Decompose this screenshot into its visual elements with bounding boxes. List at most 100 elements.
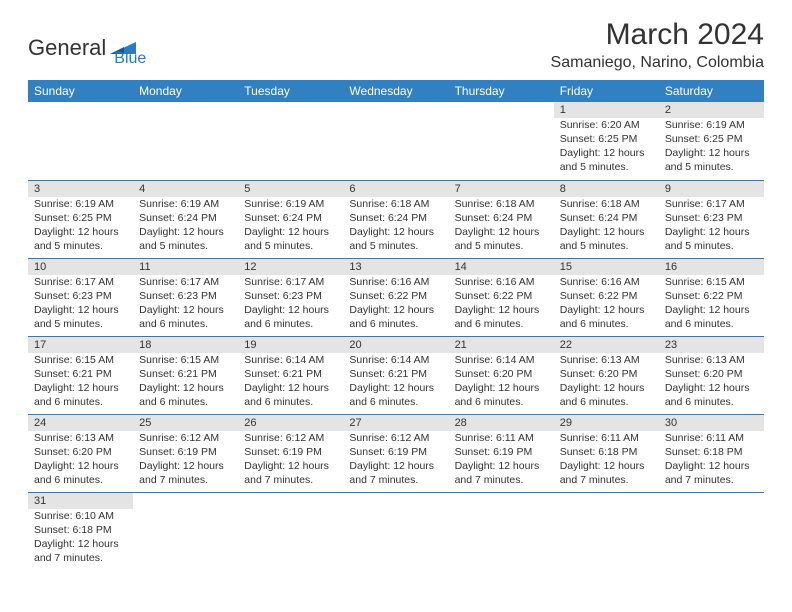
daylight2-text: and 5 minutes.: [238, 239, 343, 253]
daylight1-text: Daylight: 12 hours: [133, 381, 238, 395]
sunset-text: Sunset: 6:19 PM: [238, 445, 343, 459]
day-number: 15: [554, 259, 659, 275]
day-number: 7: [449, 181, 554, 197]
cell-inner: 13Sunrise: 6:16 AMSunset: 6:22 PMDayligh…: [343, 259, 448, 336]
calendar-body: 1Sunrise: 6:20 AMSunset: 6:25 PMDaylight…: [28, 102, 764, 570]
calendar-cell: 21Sunrise: 6:14 AMSunset: 6:20 PMDayligh…: [449, 336, 554, 414]
day-number: [449, 493, 554, 509]
sunset-text: Sunset: 6:19 PM: [343, 445, 448, 459]
sunrise-text: Sunrise: 6:13 AM: [659, 353, 764, 367]
daylight2-text: and 7 minutes.: [28, 551, 133, 565]
sunrise-text: Sunrise: 6:16 AM: [449, 275, 554, 289]
calendar-cell: 28Sunrise: 6:11 AMSunset: 6:19 PMDayligh…: [449, 414, 554, 492]
daylight2-text: and 6 minutes.: [28, 473, 133, 487]
daylight1-text: Daylight: 12 hours: [659, 225, 764, 239]
daylight2-text: and 5 minutes.: [659, 239, 764, 253]
daylight1-text: Daylight: 12 hours: [449, 225, 554, 239]
cell-inner: 28Sunrise: 6:11 AMSunset: 6:19 PMDayligh…: [449, 415, 554, 492]
sunset-text: Sunset: 6:24 PM: [343, 211, 448, 225]
calendar-cell: 30Sunrise: 6:11 AMSunset: 6:18 PMDayligh…: [659, 414, 764, 492]
calendar-week-row: 1Sunrise: 6:20 AMSunset: 6:25 PMDaylight…: [28, 102, 764, 180]
daylight1-text: Daylight: 12 hours: [133, 225, 238, 239]
cell-inner: [343, 493, 448, 571]
daylight2-text: and 6 minutes.: [449, 395, 554, 409]
sunrise-text: Sunrise: 6:17 AM: [28, 275, 133, 289]
daylight2-text: and 6 minutes.: [554, 395, 659, 409]
daylight2-text: and 7 minutes.: [133, 473, 238, 487]
calendar-cell: [28, 102, 133, 180]
day-number: [238, 102, 343, 118]
daylight2-text: and 6 minutes.: [133, 395, 238, 409]
daylight1-text: Daylight: 12 hours: [449, 381, 554, 395]
cell-inner: 7Sunrise: 6:18 AMSunset: 6:24 PMDaylight…: [449, 181, 554, 258]
cell-inner: 15Sunrise: 6:16 AMSunset: 6:22 PMDayligh…: [554, 259, 659, 336]
daylight2-text: and 5 minutes.: [133, 239, 238, 253]
sunrise-text: Sunrise: 6:10 AM: [28, 509, 133, 523]
calendar-cell: 16Sunrise: 6:15 AMSunset: 6:22 PMDayligh…: [659, 258, 764, 336]
daylight2-text: and 7 minutes.: [554, 473, 659, 487]
calendar-cell: 20Sunrise: 6:14 AMSunset: 6:21 PMDayligh…: [343, 336, 448, 414]
day-number: 10: [28, 259, 133, 275]
col-thursday: Thursday: [449, 80, 554, 102]
sunset-text: Sunset: 6:22 PM: [659, 289, 764, 303]
cell-inner: [659, 493, 764, 571]
sunset-text: Sunset: 6:22 PM: [449, 289, 554, 303]
sunset-text: Sunset: 6:19 PM: [449, 445, 554, 459]
calendar-cell: 7Sunrise: 6:18 AMSunset: 6:24 PMDaylight…: [449, 180, 554, 258]
sunset-text: Sunset: 6:18 PM: [659, 445, 764, 459]
cell-inner: 5Sunrise: 6:19 AMSunset: 6:24 PMDaylight…: [238, 181, 343, 258]
daylight1-text: Daylight: 12 hours: [28, 459, 133, 473]
calendar-cell: 26Sunrise: 6:12 AMSunset: 6:19 PMDayligh…: [238, 414, 343, 492]
calendar-cell: 1Sunrise: 6:20 AMSunset: 6:25 PMDaylight…: [554, 102, 659, 180]
daylight1-text: Daylight: 12 hours: [449, 303, 554, 317]
calendar-cell: 8Sunrise: 6:18 AMSunset: 6:24 PMDaylight…: [554, 180, 659, 258]
cell-inner: 1Sunrise: 6:20 AMSunset: 6:25 PMDaylight…: [554, 102, 659, 180]
sunrise-text: Sunrise: 6:17 AM: [238, 275, 343, 289]
sunset-text: Sunset: 6:24 PM: [133, 211, 238, 225]
calendar-cell: [133, 102, 238, 180]
calendar-cell: 15Sunrise: 6:16 AMSunset: 6:22 PMDayligh…: [554, 258, 659, 336]
sunrise-text: Sunrise: 6:14 AM: [449, 353, 554, 367]
daylight2-text: and 6 minutes.: [449, 317, 554, 331]
daylight1-text: Daylight: 12 hours: [133, 303, 238, 317]
cell-inner: 9Sunrise: 6:17 AMSunset: 6:23 PMDaylight…: [659, 181, 764, 258]
daylight2-text: and 5 minutes.: [659, 160, 764, 174]
daylight1-text: Daylight: 12 hours: [343, 303, 448, 317]
calendar-week-row: 17Sunrise: 6:15 AMSunset: 6:21 PMDayligh…: [28, 336, 764, 414]
cell-inner: 30Sunrise: 6:11 AMSunset: 6:18 PMDayligh…: [659, 415, 764, 492]
sunset-text: Sunset: 6:21 PM: [238, 367, 343, 381]
daylight2-text: [343, 121, 448, 122]
daylight1-text: Daylight: 12 hours: [659, 146, 764, 160]
daylight1-text: Daylight: 12 hours: [659, 303, 764, 317]
sunrise-text: Sunrise: 6:17 AM: [133, 275, 238, 289]
day-number: 14: [449, 259, 554, 275]
cell-inner: 17Sunrise: 6:15 AMSunset: 6:21 PMDayligh…: [28, 337, 133, 414]
cell-inner: 2Sunrise: 6:19 AMSunset: 6:25 PMDaylight…: [659, 102, 764, 180]
daylight2-text: and 6 minutes.: [343, 317, 448, 331]
sunset-text: Sunset: 6:23 PM: [28, 289, 133, 303]
calendar-cell: [343, 102, 448, 180]
cell-inner: 10Sunrise: 6:17 AMSunset: 6:23 PMDayligh…: [28, 259, 133, 336]
calendar-cell: 23Sunrise: 6:13 AMSunset: 6:20 PMDayligh…: [659, 336, 764, 414]
cell-inner: [449, 493, 554, 571]
cell-inner: 29Sunrise: 6:11 AMSunset: 6:18 PMDayligh…: [554, 415, 659, 492]
day-number: 18: [133, 337, 238, 353]
sunset-text: Sunset: 6:24 PM: [238, 211, 343, 225]
sunset-text: Sunset: 6:18 PM: [554, 445, 659, 459]
day-number: 8: [554, 181, 659, 197]
day-number: 19: [238, 337, 343, 353]
daylight2-text: [659, 512, 764, 513]
daylight1-text: Daylight: 12 hours: [343, 381, 448, 395]
sunset-text: Sunset: 6:23 PM: [238, 289, 343, 303]
col-monday: Monday: [133, 80, 238, 102]
calendar-cell: 29Sunrise: 6:11 AMSunset: 6:18 PMDayligh…: [554, 414, 659, 492]
cell-inner: 4Sunrise: 6:19 AMSunset: 6:24 PMDaylight…: [133, 181, 238, 258]
day-number: 28: [449, 415, 554, 431]
day-number: 3: [28, 181, 133, 197]
daylight1-text: Daylight: 12 hours: [28, 225, 133, 239]
sunrise-text: Sunrise: 6:15 AM: [133, 353, 238, 367]
sunrise-text: Sunrise: 6:19 AM: [659, 118, 764, 132]
calendar-cell: 12Sunrise: 6:17 AMSunset: 6:23 PMDayligh…: [238, 258, 343, 336]
cell-inner: [554, 493, 659, 571]
daylight1-text: Daylight: 12 hours: [554, 381, 659, 395]
